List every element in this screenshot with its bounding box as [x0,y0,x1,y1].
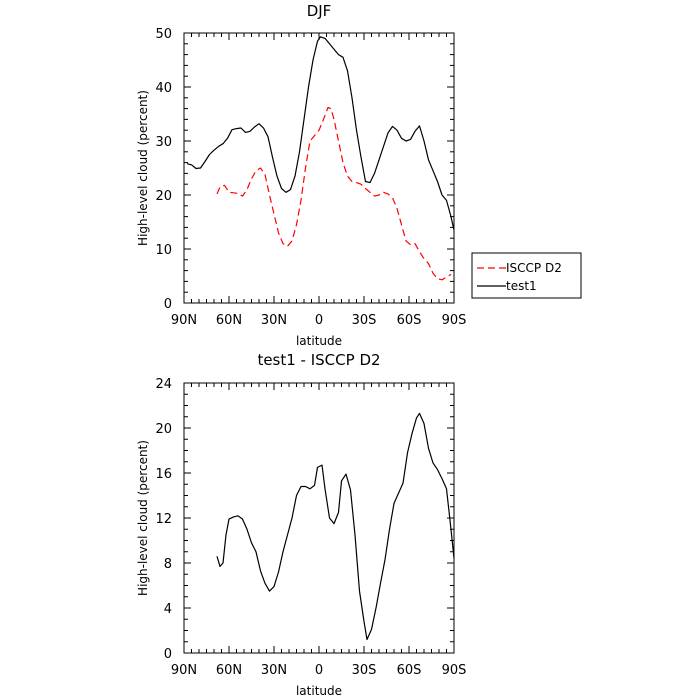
series-line-0 [216,412,455,641]
x-tick-label: 90S [442,313,467,328]
axis-ticks [183,382,455,654]
x-tick-label: 90S [442,663,467,678]
axis-ticks [183,32,455,304]
x-tick-label: 60N [216,663,242,678]
chart-title: test1 - ISCCP D2 [257,351,380,369]
y-tick-label: 30 [155,135,172,150]
plot-frame [183,382,455,654]
y-tick-label: 50 [155,27,172,42]
series-line-isccp-d2 [216,106,452,281]
legend-label-isccp-d2: ISCCP D2 [506,261,562,275]
y-tick-label: 24 [155,377,172,392]
y-tick-label: 20 [155,422,172,437]
y-axis-label: High-level cloud (percent) [136,90,150,246]
y-tick-label: 0 [164,297,172,312]
x-tick-label: 30N [261,313,287,328]
x-tick-label: 30S [352,313,377,328]
x-tick-label: 30N [261,663,287,678]
x-tick-label: 90N [171,313,197,328]
chart-title: DJF [307,2,332,20]
y-tick-label: 12 [155,512,172,527]
djf-panel: DJF 90N 60N 30N 0 30S 60S 90S 0 10 20 30 40 50 latit… [136,2,582,348]
y-tick-label: 16 [155,467,172,482]
tick-labels: 90N 60N 30N 0 30S 60S 90S 0 10 20 30 40 50 [155,27,466,328]
x-axis-label: latitude [296,334,342,348]
series-lines [216,412,455,641]
y-tick-label: 8 [164,557,172,572]
x-tick-label: 0 [315,663,323,678]
x-tick-label: 60S [397,663,422,678]
x-tick-label: 60S [397,313,422,328]
y-tick-label: 40 [155,81,172,96]
y-tick-label: 10 [155,243,172,258]
legend-box [471,252,582,299]
y-tick-label: 20 [155,189,172,204]
tick-labels: 90N 60N 30N 0 30S 60S 90S 0 4 8 12 16 20 24 [155,377,466,678]
series-line-test1 [186,36,455,231]
series-lines [186,36,455,281]
x-tick-label: 30S [352,663,377,678]
difference-panel: test1 - ISCCP D2 90N 60N 30N 0 30S 60S 90S 0 4 8 1… [136,351,466,698]
x-tick-label: 90N [171,663,197,678]
x-axis-label: latitude [296,684,342,698]
x-tick-label: 60N [216,313,242,328]
plot-frame [183,32,455,304]
y-axis-label: High-level cloud (percent) [136,440,150,596]
y-tick-label: 0 [164,647,172,662]
x-tick-label: 0 [315,313,323,328]
legend: ISCCP D2 test1 [471,252,582,299]
legend-label-test1: test1 [506,279,537,293]
y-tick-label: 4 [164,602,172,617]
